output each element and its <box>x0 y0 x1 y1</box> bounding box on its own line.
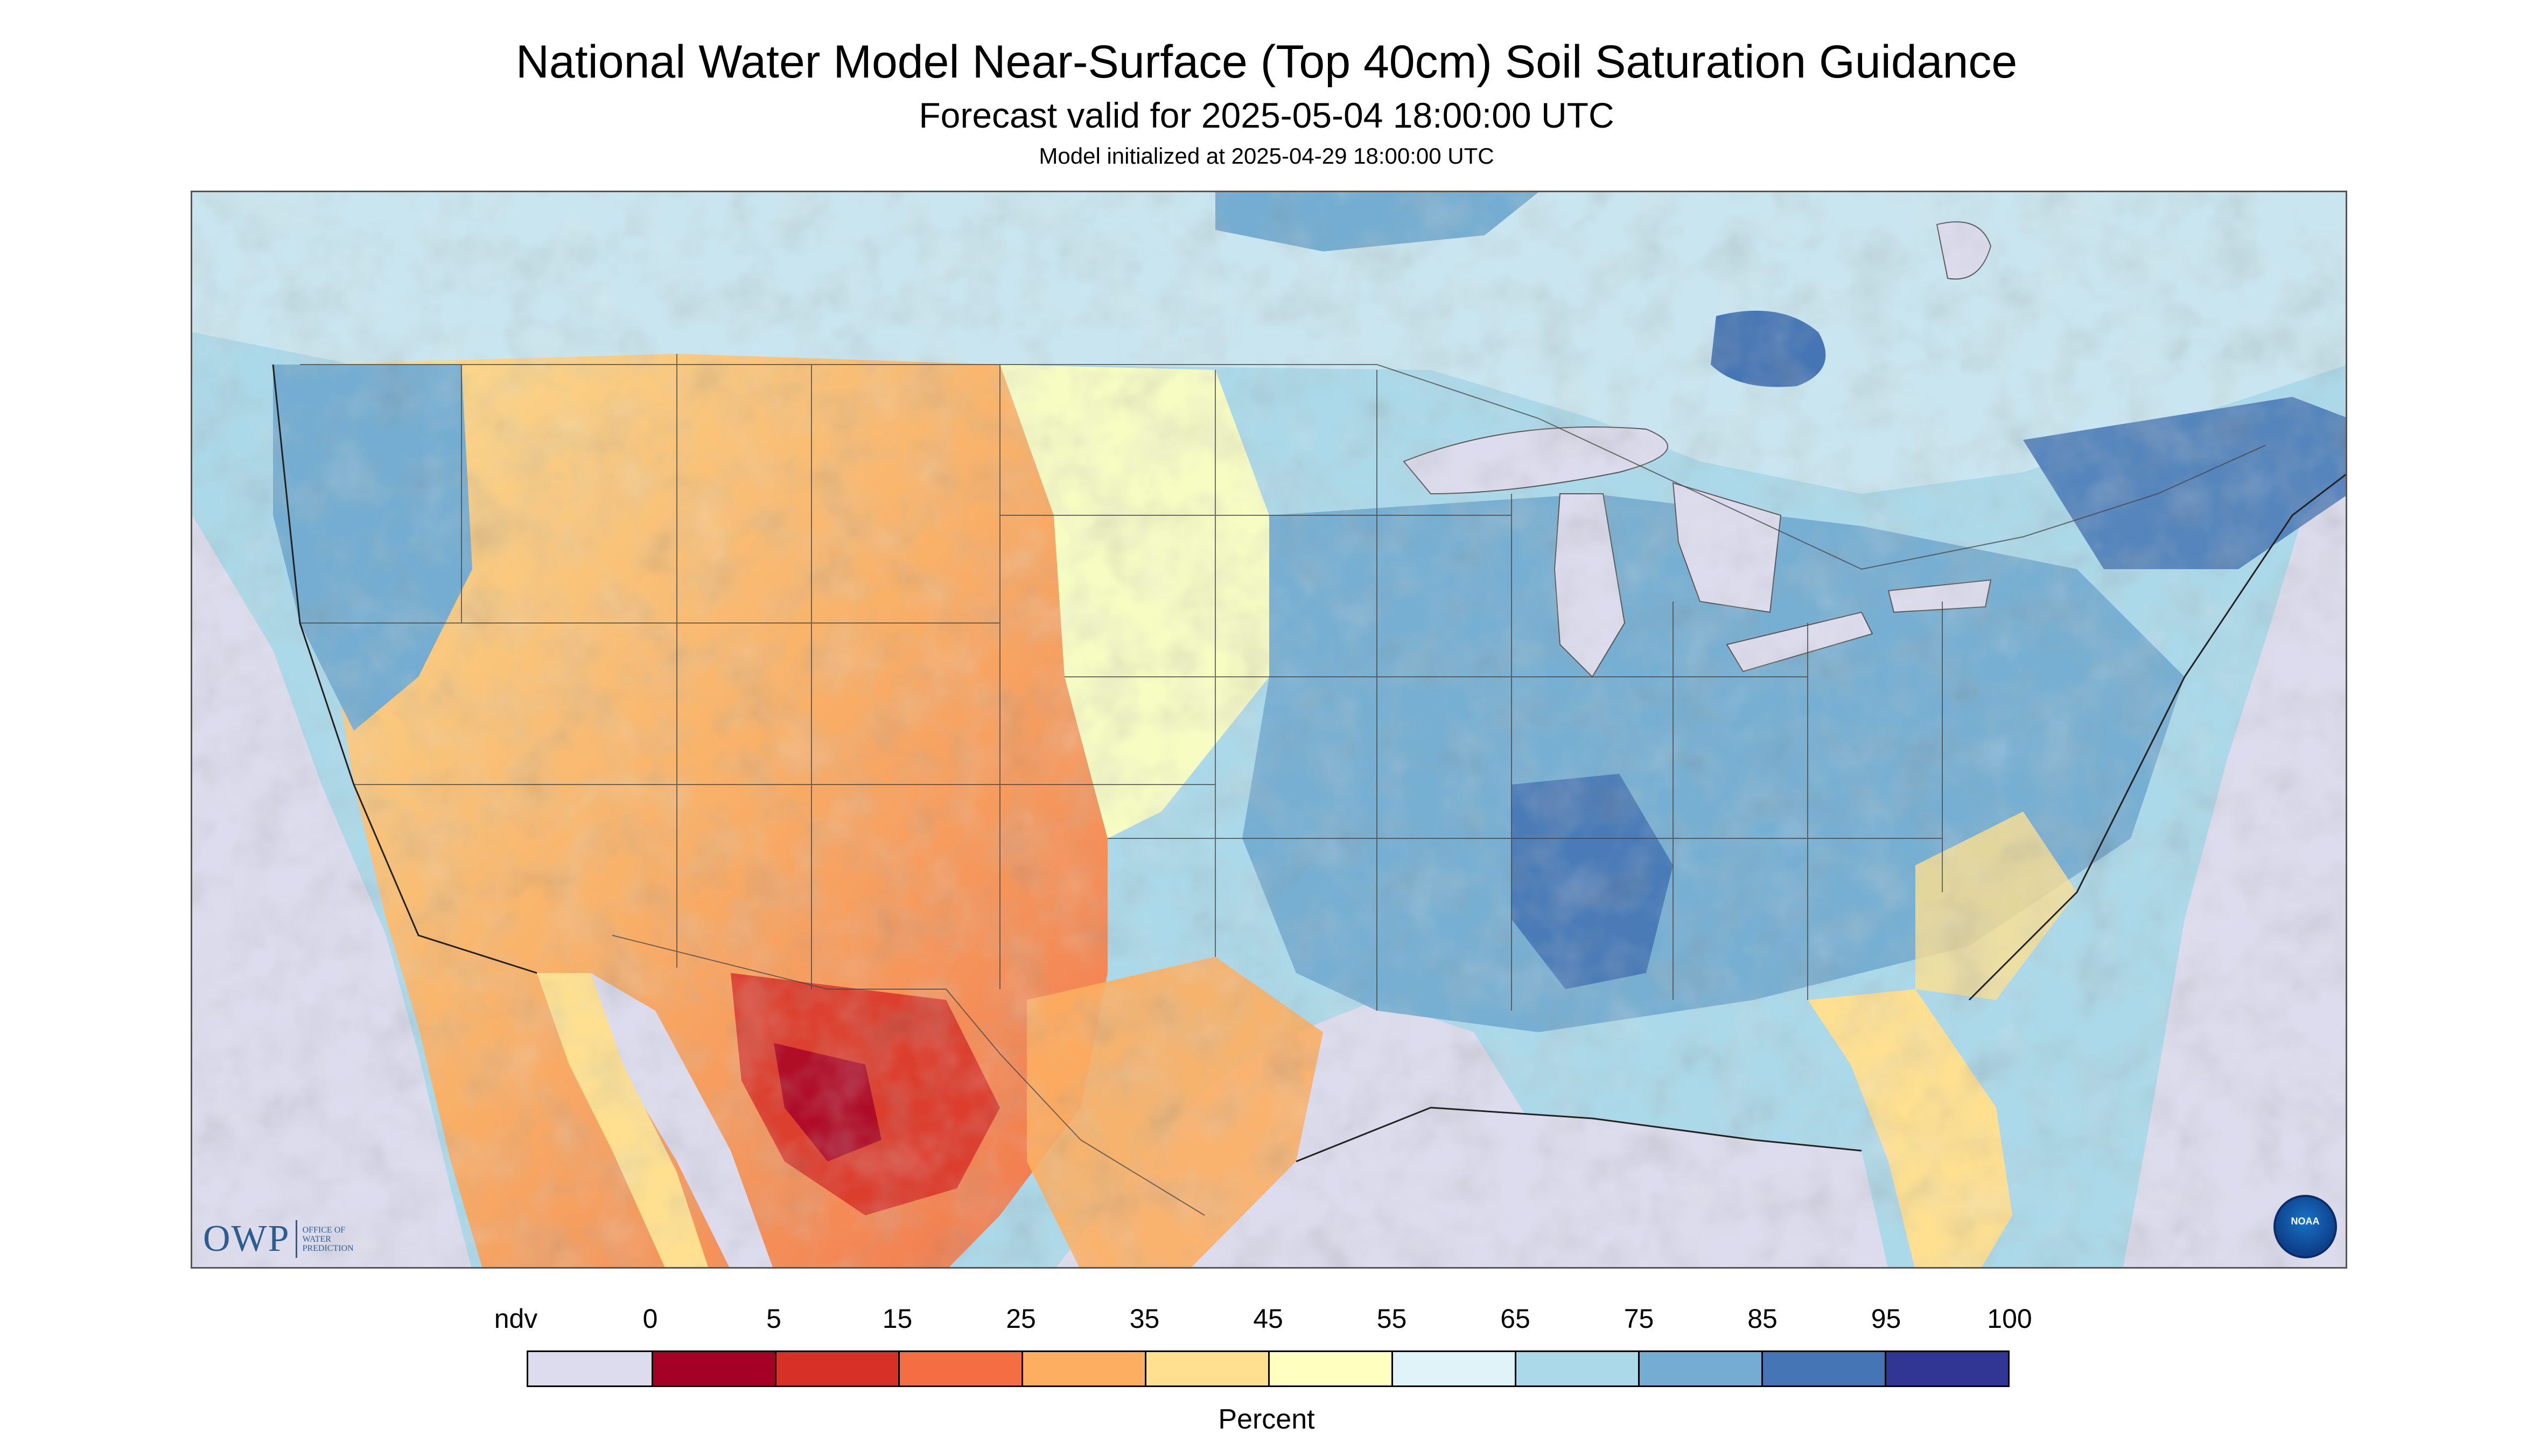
texture-overlay <box>192 192 2346 1267</box>
map-title: National Water Model Near-Surface (Top 4… <box>515 36 2018 88</box>
coastline <box>272 364 2346 1163</box>
legend-swatch <box>1638 1352 1761 1385</box>
owp-logo-divider <box>295 1220 297 1258</box>
legend-swatch <box>528 1352 652 1385</box>
legend-label: 65 <box>1500 1304 1530 1334</box>
legend-label: 35 <box>1129 1304 1160 1334</box>
legend-swatch <box>1391 1352 1515 1385</box>
legend-label: 55 <box>1376 1304 1407 1334</box>
owp-logo-text: OFFICE OF WATER PREDICTION <box>302 1225 354 1253</box>
legend-swatch <box>1021 1352 1145 1385</box>
legend-colorbar <box>527 1350 2010 1387</box>
legend-swatch <box>775 1352 898 1385</box>
legend-swatch <box>898 1352 1021 1385</box>
forecast-valid-subtitle: Forecast valid for 2025-05-04 18:00:00 U… <box>919 95 1614 135</box>
noaa-logo-icon: NOAA <box>2273 1195 2337 1258</box>
legend-label: 45 <box>1253 1304 1283 1334</box>
soil-saturation-map: OWP OFFICE OF WATER PREDICTION NOAA <box>191 191 2347 1269</box>
legend-label: 15 <box>882 1304 913 1334</box>
legend-swatch <box>1268 1352 1391 1385</box>
legend-swatch <box>1885 1352 2008 1385</box>
model-initialized-note: Model initialized at 2025-04-29 18:00:00… <box>1039 143 1494 169</box>
legend-swatch <box>1145 1352 1268 1385</box>
legend-title: Percent <box>1218 1404 1315 1435</box>
legend-label: 95 <box>1871 1304 1901 1334</box>
legend-label: 25 <box>1006 1304 1036 1334</box>
owp-logo: OWP OFFICE OF WATER PREDICTION <box>203 1217 354 1261</box>
legend-label: 75 <box>1624 1304 1654 1334</box>
political-borders <box>300 354 2266 1216</box>
legend-label: 0 <box>642 1304 658 1334</box>
owp-logo-mark: OWP <box>203 1218 290 1259</box>
legend-swatch <box>1515 1352 1638 1385</box>
legend-label: 5 <box>766 1304 781 1334</box>
legend-label: 85 <box>1747 1304 1778 1334</box>
title-block: National Water Model Near-Surface (Top 4… <box>0 32 2533 173</box>
legend-swatch <box>652 1352 775 1385</box>
legend-labels: ndv 0 5 15 25 35 45 55 65 75 85 95 100 <box>0 1303 2533 1341</box>
map-svg <box>192 192 2346 1267</box>
legend-label: ndv <box>494 1304 538 1334</box>
legend-swatch <box>1761 1352 1885 1385</box>
legend-label: 100 <box>1987 1304 2032 1334</box>
